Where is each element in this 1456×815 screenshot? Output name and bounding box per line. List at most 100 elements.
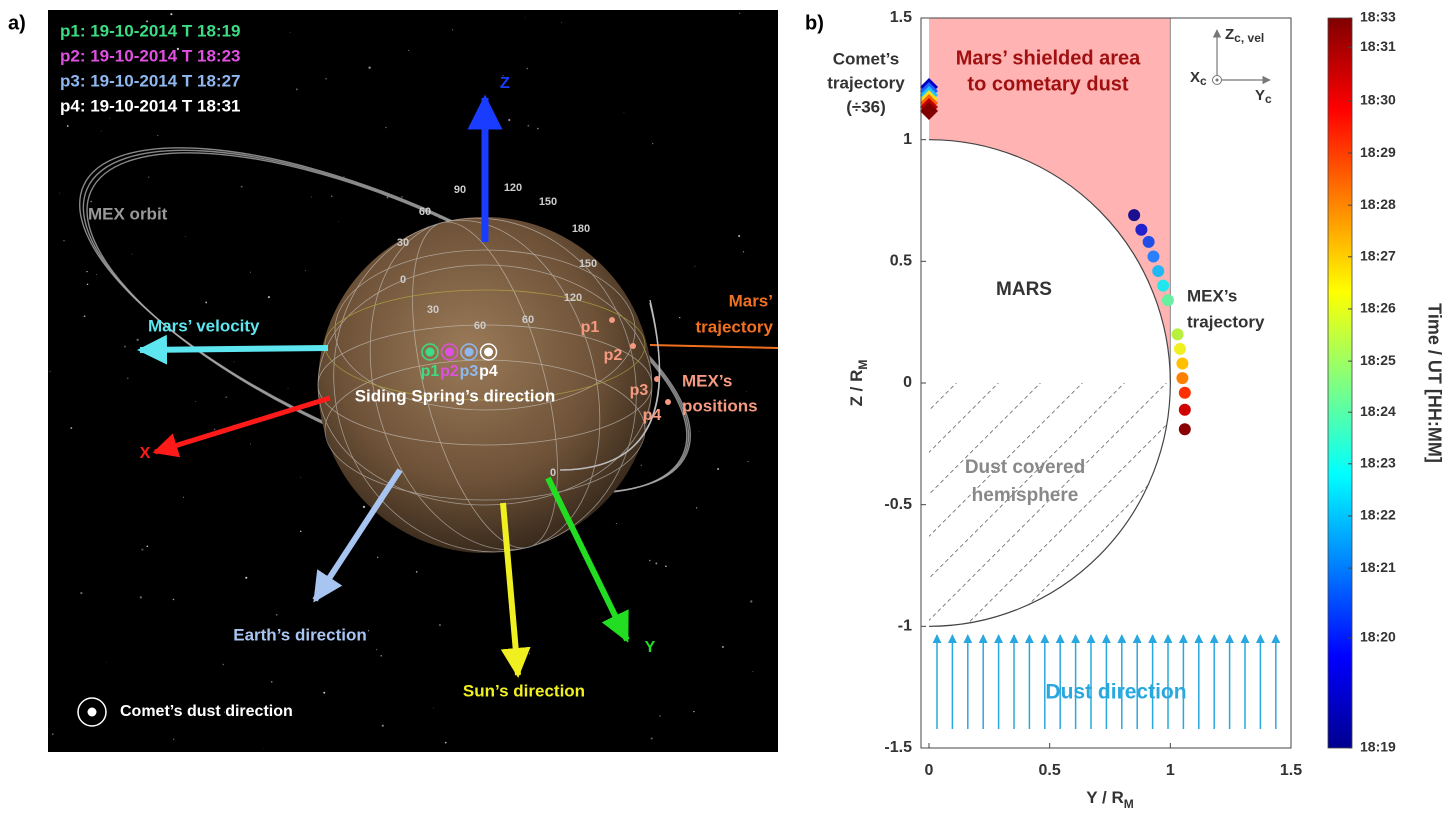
x-axis-label-text: Y / R [1086, 788, 1123, 807]
star [408, 49, 410, 51]
colorbar-tick-label: 18:24 [1360, 403, 1396, 419]
shielded-area [929, 18, 1171, 383]
legend-entry: p3: 19-10-2014 T 18:27 [60, 71, 241, 90]
star [747, 460, 749, 463]
star [325, 77, 327, 80]
star [508, 118, 511, 122]
colorbar-tick-label: 18:19 [1360, 739, 1396, 755]
mex-position-label: p3 [630, 382, 649, 399]
x-axis-label-sub: M [1124, 797, 1134, 811]
dust-dot [484, 347, 493, 357]
star [502, 75, 504, 77]
x-tick-label: 1.5 [1280, 762, 1302, 779]
panel-label: b) [805, 12, 824, 34]
annotation: trajectory [1187, 312, 1265, 331]
dust-legend-ring [77, 697, 107, 727]
mex-position-label: p4 [643, 407, 662, 424]
label: Comet’s dust direction [120, 703, 293, 720]
star [184, 236, 186, 237]
star [287, 388, 289, 390]
annotation: hemisphere [972, 485, 1079, 506]
label: Earth’s direction [233, 625, 367, 644]
y-tick-label: -0.5 [884, 496, 912, 513]
mex-position [665, 399, 671, 405]
frame-x: Xc [1190, 69, 1207, 88]
star [205, 301, 208, 304]
dust-ring [479, 343, 498, 361]
star [738, 234, 741, 238]
label: Sun’s direction [463, 681, 585, 700]
colorbar-tick-label: 18:28 [1360, 196, 1396, 212]
grid-label: 60 [522, 314, 534, 326]
star [623, 112, 625, 114]
star [367, 630, 370, 632]
star [63, 239, 65, 242]
colorbar-tick-label: 18:30 [1360, 92, 1396, 108]
label: MEX orbit [88, 204, 168, 223]
comet-marker [920, 102, 938, 120]
y-arrow [545, 476, 630, 643]
mars-outline [928, 139, 1171, 627]
grid-label: 120 [504, 182, 522, 194]
dust-dot [425, 347, 435, 357]
label: trajectory [696, 317, 774, 336]
star [696, 507, 698, 509]
mex-point [1128, 209, 1141, 222]
star [146, 545, 149, 548]
equator [324, 289, 646, 401]
meridian [333, 217, 637, 553]
star [66, 125, 69, 127]
x-tick-label: 1 [1166, 762, 1175, 779]
star [665, 565, 667, 568]
hatch-line [1006, 383, 1171, 627]
earth-arrow [312, 468, 403, 603]
mex-point [1135, 223, 1148, 236]
colorbar-tick-label: 18:33 [1360, 9, 1396, 25]
star [368, 66, 371, 69]
grid-curve [317, 264, 653, 506]
x-tick-label: 0.5 [1039, 762, 1061, 779]
star [499, 85, 501, 86]
star [80, 591, 83, 595]
y-tick-label: 0 [903, 374, 912, 391]
star [51, 733, 54, 735]
label: MEX’s [682, 371, 732, 390]
y-axis-label-sub: M [856, 360, 870, 370]
y-axis-label: Z / RM [847, 360, 870, 407]
mex-position [654, 376, 660, 382]
star [70, 427, 73, 429]
star [157, 134, 159, 137]
star [90, 200, 92, 203]
star [136, 338, 139, 341]
annotation: Mars’ shielded area [956, 47, 1141, 69]
y-tick-label: -1 [898, 618, 912, 635]
frame-z-sub: c, vel [1234, 31, 1264, 45]
point-label: p2 [440, 363, 459, 380]
star [295, 88, 298, 91]
mex-point [1176, 357, 1189, 370]
star [524, 17, 526, 19]
mex-point [1161, 294, 1174, 307]
colorbar-tick-label: 18:23 [1360, 455, 1396, 471]
star [640, 464, 643, 467]
star [385, 126, 387, 129]
star [105, 661, 107, 663]
star [300, 476, 301, 478]
star [267, 295, 270, 299]
star [362, 505, 366, 509]
star [717, 467, 720, 471]
mex-position [630, 343, 636, 349]
frame-z-text: Z [1225, 26, 1234, 43]
star [338, 221, 339, 222]
legend-entry: p4: 19-10-2014 T 18:31 [60, 96, 241, 115]
x-axis-label: Y / RM [1086, 788, 1133, 811]
hatching [929, 383, 1171, 627]
annotation: Comet’s [833, 49, 899, 68]
colorbar-tick-label: 18:25 [1360, 352, 1396, 368]
star [438, 624, 441, 627]
star [108, 117, 110, 119]
mex-point [1173, 342, 1186, 355]
colorbar-tick-label: 18:27 [1360, 248, 1396, 264]
mex-position-label: p1 [581, 319, 600, 336]
legend-entry: p1: 19-10-2014 T 18:19 [60, 21, 241, 40]
